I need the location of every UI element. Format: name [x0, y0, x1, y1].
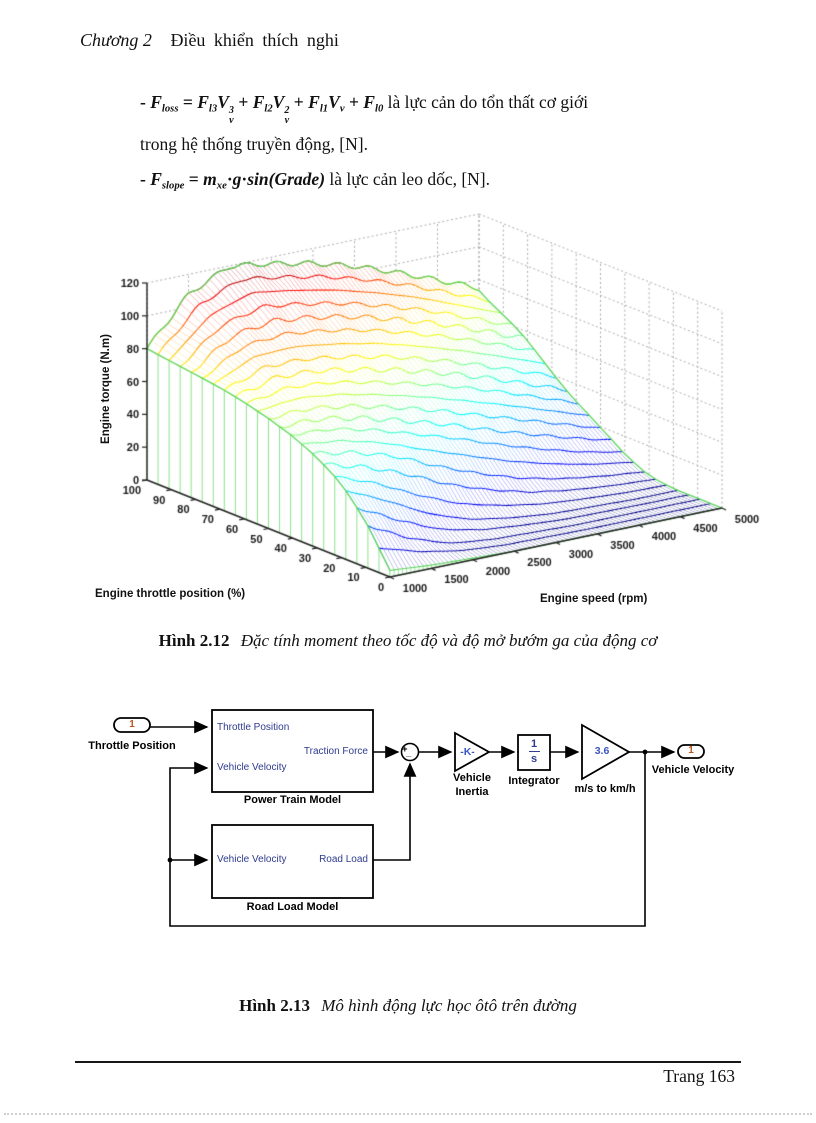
ms-to-kmh-label: m/s to km/h [574, 783, 636, 795]
roadload-block [211, 824, 374, 899]
figure-2-12-number: Hình 2.12 [158, 631, 230, 650]
wire-roadload-to-sum [373, 762, 417, 861]
chapter-label: Chương 2 [80, 30, 152, 50]
integrator-block [517, 734, 551, 771]
inport-number: 1 [129, 719, 135, 730]
wire-junction-dot [642, 749, 648, 755]
figure-2-12-text: Đặc tính moment theo tốc độ và độ mở bướ… [240, 631, 658, 650]
torque-surface-plot [85, 200, 775, 620]
sum-minus-sign: _ [406, 748, 412, 759]
ms-to-kmh-gain-block [581, 723, 631, 781]
integrator-denominator: s [530, 753, 538, 765]
formula-slope: - Fslope = mxe·g·sin(Grade) là lực cản l… [140, 168, 490, 192]
inertia-gain-value: -K- [460, 746, 475, 758]
formula-loss-continued: trong hệ thống truyền động, [N]. [140, 133, 368, 154]
powertrain-port-in2: Vehicle Velocity [217, 762, 287, 773]
roadload-port-out: Road Load [319, 854, 368, 865]
sum-block [400, 742, 420, 762]
formula-block: - Floss = Fl3V 3 v + Fl2V 2 v + Fl1Vv + Fl0 … [140, 85, 760, 204]
page-bottom-border [4, 1113, 812, 1115]
chapter-title: Điều khiển thích nghi [170, 30, 339, 50]
powertrain-label: Power Train Model [243, 794, 342, 806]
powertrain-port-in1: Throttle Position [217, 722, 290, 733]
powertrain-block [211, 709, 374, 793]
figure-2-13-caption: Hình 2.13 Mô hình động lực học ôtô trên … [0, 996, 816, 1016]
powertrain-port-out: Traction Force [303, 746, 368, 757]
sum-plus-sign: + [402, 744, 408, 755]
wire-junction-dot [167, 857, 173, 863]
page-header: Chương 2 Điều khiển thích nghi [80, 30, 339, 51]
inertia-label-line2: Inertia [455, 786, 489, 798]
integrator-numerator: 1 [528, 737, 540, 752]
wire-velocity-feedback [169, 752, 646, 927]
integrator-label: Integrator [508, 775, 560, 787]
outport-number: 1 [688, 745, 694, 756]
roadload-label: Road Load Model [246, 901, 339, 913]
page-number: Trang 163 [663, 1066, 735, 1086]
figure-2-13-text: Mô hình động lực học ôtô trên đường [321, 996, 577, 1015]
outport-block [677, 744, 705, 759]
outport-label: Vehicle Velocity [651, 764, 735, 776]
figure-2-13-number: Hình 2.13 [239, 996, 310, 1015]
inport-block [113, 717, 151, 733]
inport-label: Throttle Position [88, 740, 176, 752]
speed-axis-label: Engine speed (rpm) [540, 593, 648, 605]
roadload-port-in: Vehicle Velocity [217, 854, 287, 865]
inertia-label-line1: Vehicle [453, 772, 491, 784]
inertia-gain-block [454, 731, 491, 773]
formula-loss: - Floss = Fl3V 3 v + Fl2V 2 v + Fl1Vv + Fl0 … [140, 92, 589, 127]
ms-to-kmh-gain-value: 3.6 [594, 745, 610, 757]
figure-2-12-caption: Hình 2.12 Đặc tính moment theo tốc độ và… [0, 631, 816, 651]
footer-rule [75, 1061, 741, 1063]
throttle-axis-label: Engine throttle position (%) [95, 588, 246, 600]
integrator-transfer-function: 1 s [518, 737, 550, 766]
